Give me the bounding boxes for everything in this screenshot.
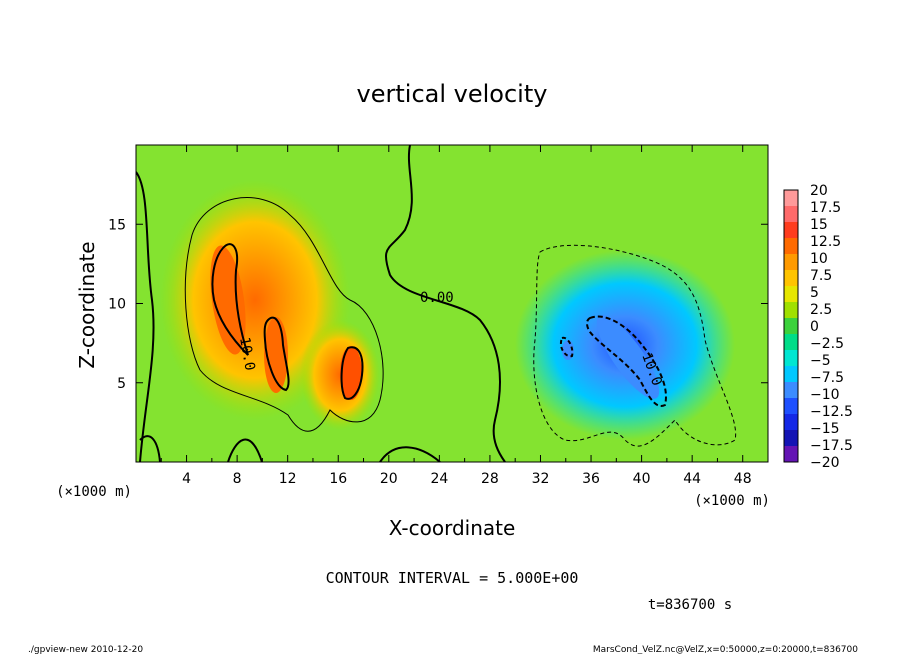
x-unit-label: (×1000 m): [694, 493, 770, 509]
colorbar-swatch: [784, 350, 798, 367]
x-tick-label: 20: [380, 471, 398, 487]
plot-area: [136, 145, 768, 462]
time-text: t=836700 s: [648, 597, 732, 613]
downdraft-core: [596, 315, 660, 399]
x-tick-label: 28: [481, 471, 499, 487]
updraft-core-3: [340, 346, 362, 400]
x-tick-label: 32: [532, 471, 550, 487]
updraft-region-2: [300, 320, 380, 430]
y-tick-label: 15: [108, 217, 126, 233]
x-tick-label: 24: [430, 471, 448, 487]
colorbar-swatch: [784, 206, 798, 223]
colorbar-swatch: [784, 334, 798, 351]
colorbar-swatch: [784, 366, 798, 383]
colorbar-label: 12.5: [810, 234, 841, 250]
contour-interval-text: CONTOUR INTERVAL = 5.000E+00: [326, 569, 579, 587]
x-tick-label: 4: [182, 471, 191, 487]
colorbar-label: −5: [810, 353, 831, 369]
colorbar-swatch: [784, 302, 798, 319]
contour-plus5: [184, 197, 384, 432]
x-tick-label: 44: [683, 471, 701, 487]
colorbar-label: 20: [810, 183, 828, 199]
contour-minus10-small: [560, 336, 574, 358]
zero-contour-main: [385, 145, 506, 462]
y-tick-label: 5: [117, 376, 126, 392]
contour-plus10-b: [263, 316, 290, 392]
x-tick-label: 12: [279, 471, 297, 487]
colorbar-frame: [783, 189, 799, 463]
colorbar-label: −7.5: [810, 370, 844, 386]
footer-right: MarsCond_VelZ.nc@VelZ,x=0:50000,z=0:2000…: [593, 645, 858, 654]
colorbar-swatch: [784, 446, 798, 463]
x-axis: 4 8 12 16 20 24 28 32 36 40 44 48: [160, 145, 752, 487]
y-unit-label: (×1000 m): [56, 484, 132, 500]
contour-minus5: [533, 244, 737, 447]
x-tick-label: 16: [329, 471, 347, 487]
x-tick-label: 8: [233, 471, 242, 487]
colorbar-label: 10: [810, 251, 828, 267]
contour-label-plus10: 10.0: [236, 336, 258, 372]
colorbar-swatch: [784, 254, 798, 271]
x-axis-label: X-coordinate: [389, 516, 516, 540]
colorbar-label: 2.5: [810, 302, 832, 318]
colorbar-label: −15: [810, 421, 840, 437]
colorbar-label: −17.5: [810, 438, 853, 454]
y-axis: 5 10 15: [108, 217, 768, 392]
colorbar-label: −12.5: [810, 404, 853, 420]
colorbar-label: −20: [810, 455, 840, 471]
x-tick-label: 36: [582, 471, 600, 487]
colorbar: 2017.51512.5107.552.50−2.5−5−7.5−10−12.5…: [783, 183, 853, 471]
contour-plus10-c: [340, 346, 364, 400]
footer-left: ./gpview-new 2010-12-20: [28, 645, 143, 654]
colorbar-label: −2.5: [810, 336, 844, 352]
contour-label-zero: 0.00: [420, 290, 454, 306]
zero-contour-bottom: [139, 435, 441, 462]
contour-plus10-a: [211, 243, 249, 356]
colorbar-label: 15: [810, 217, 828, 233]
colorbar-swatch: [784, 270, 798, 287]
colorbar-label: 5: [810, 285, 819, 301]
chart-title: vertical velocity: [357, 80, 548, 108]
colorbar-label: 17.5: [810, 200, 841, 216]
x-tick-label: 48: [734, 471, 752, 487]
colorbar-label: 0: [810, 319, 819, 335]
colorbar-swatch: [784, 414, 798, 431]
colorbar-swatch: [784, 318, 798, 335]
colorbar-label: −10: [810, 387, 840, 403]
x-tick-label: 40: [633, 471, 651, 487]
y-axis-label: Z-coordinate: [75, 241, 99, 368]
colorbar-swatch: [784, 382, 798, 399]
colorbar-swatch: [784, 286, 798, 303]
colorbar-label: 7.5: [810, 268, 832, 284]
colorbar-swatch: [784, 222, 798, 239]
colorbar-swatch: [784, 398, 798, 415]
y-tick-label: 10: [108, 297, 126, 313]
colorbar-swatch: [784, 190, 798, 207]
zero-contour-left: [136, 171, 155, 462]
colorbar-swatch: [784, 238, 798, 255]
colorbar-swatch: [784, 430, 798, 447]
